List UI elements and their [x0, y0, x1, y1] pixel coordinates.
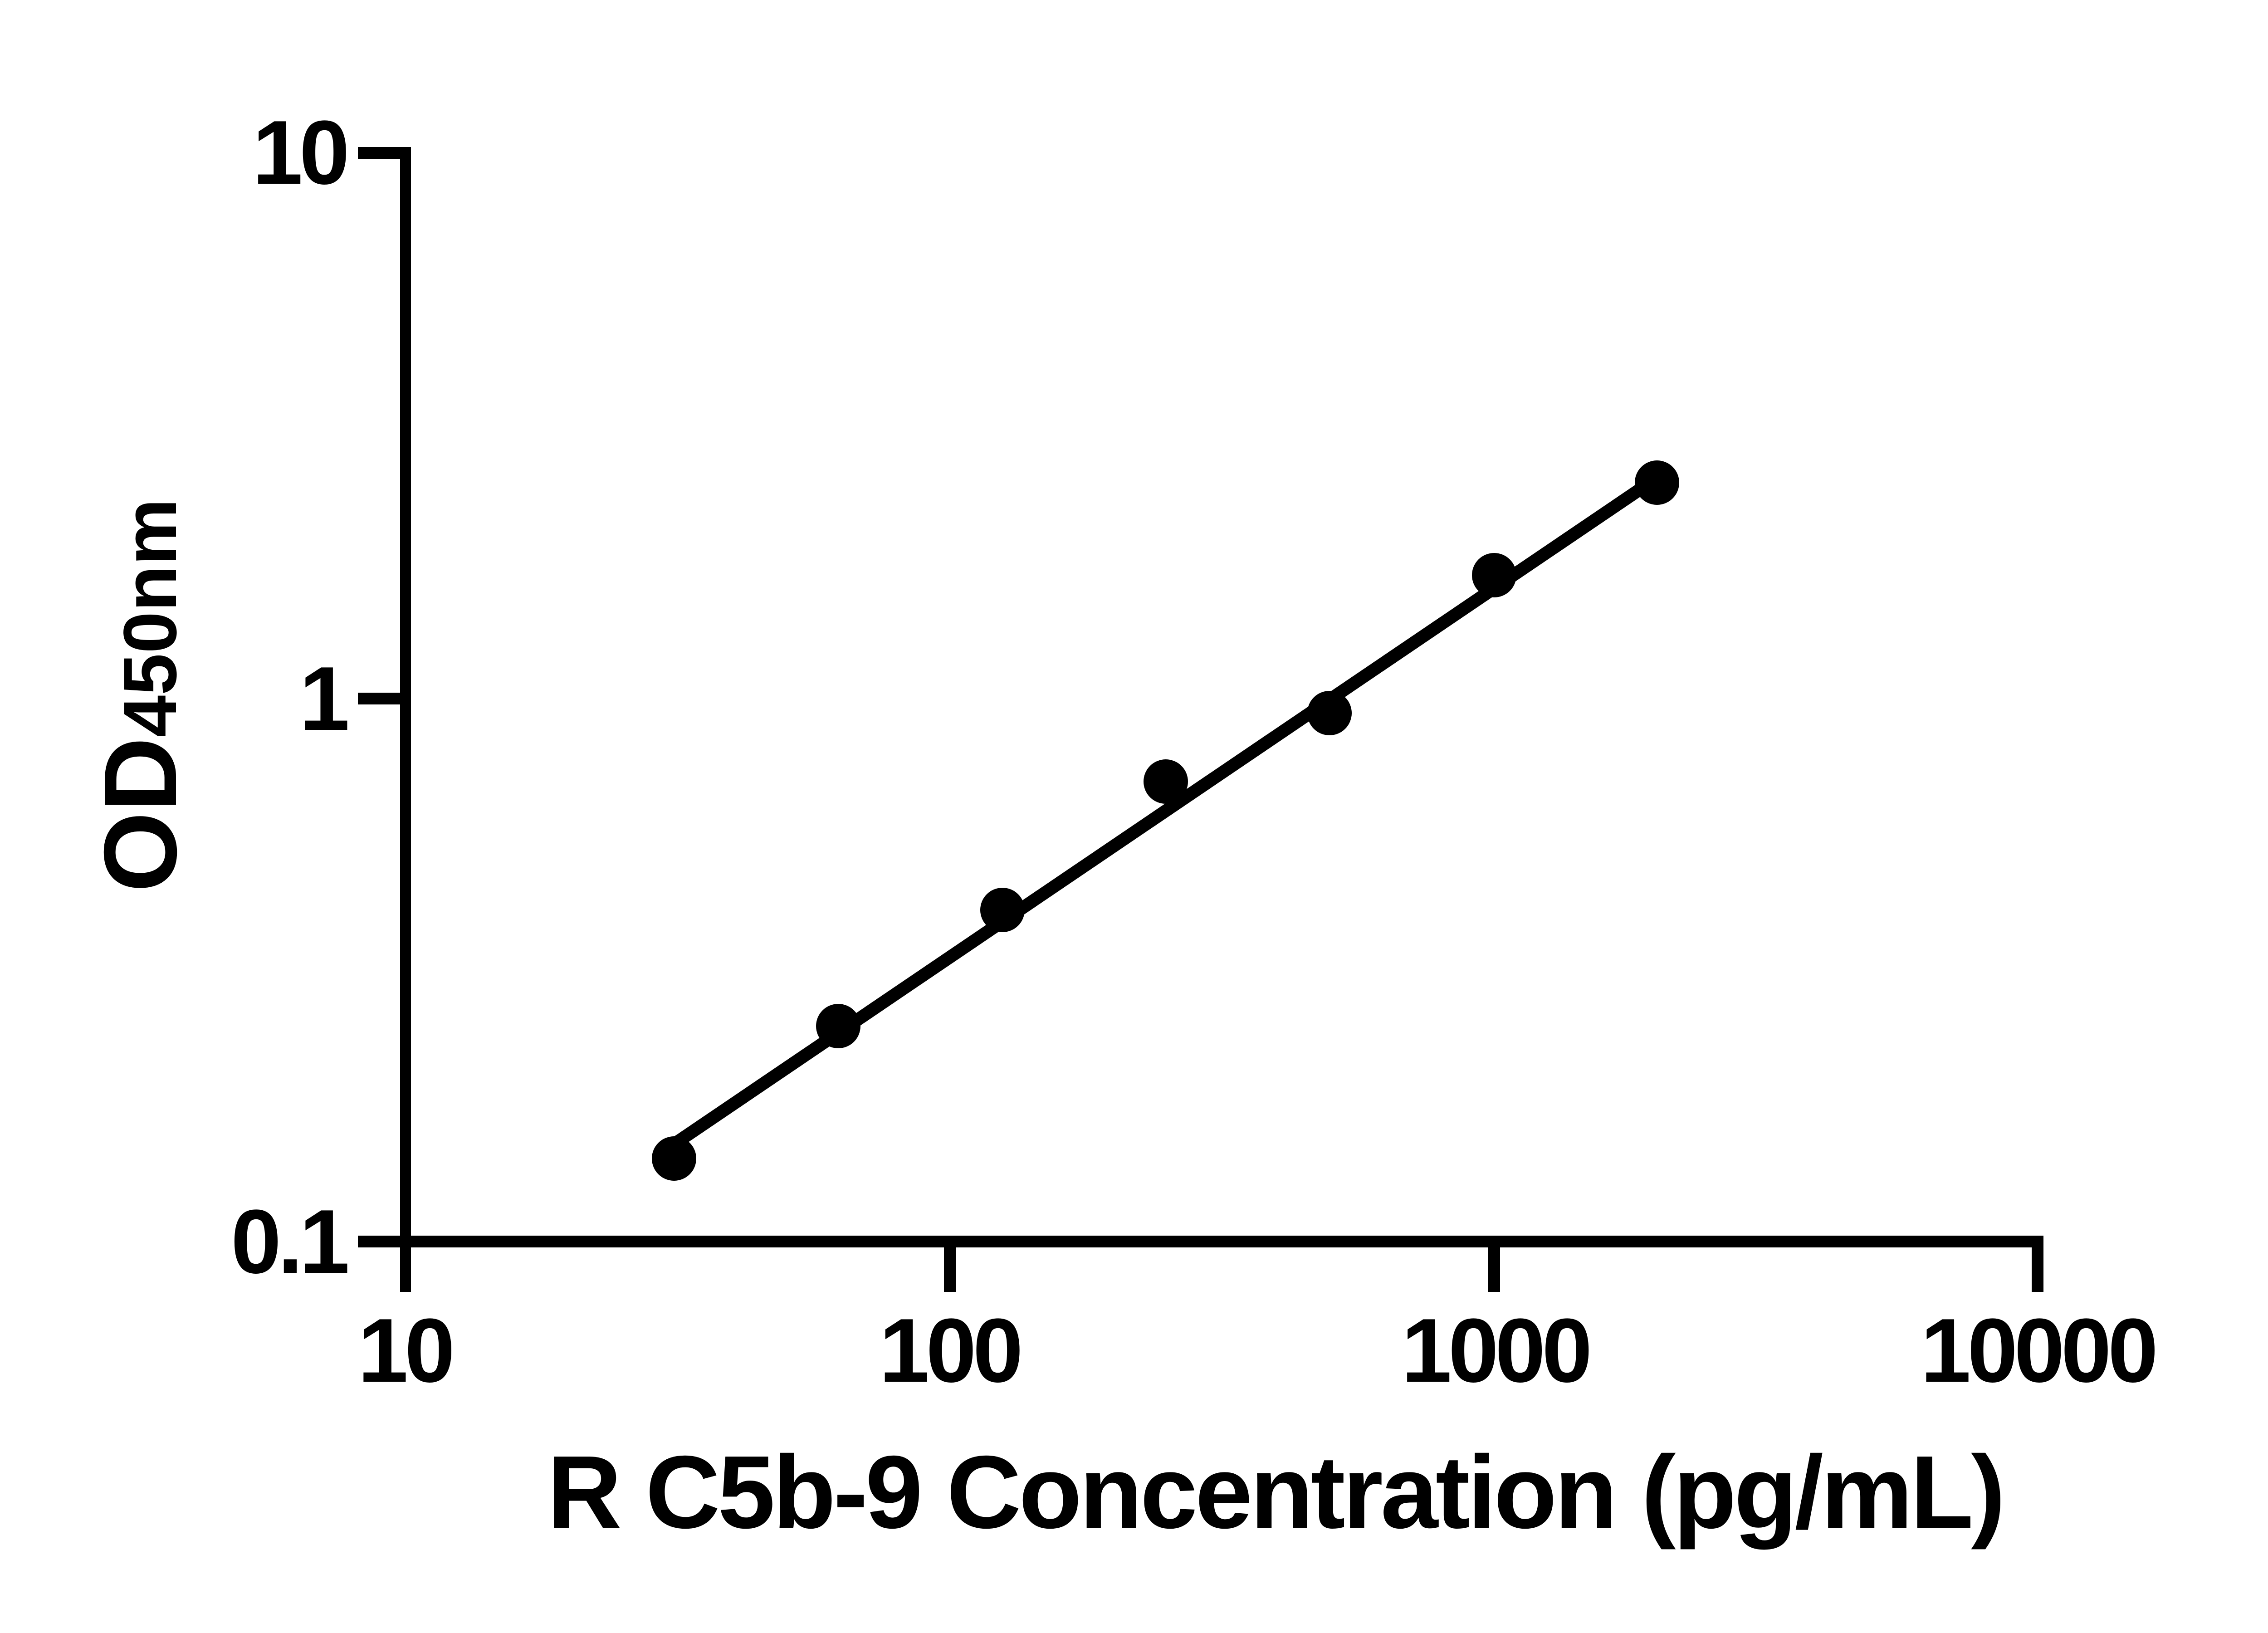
svg-text:1000: 1000 — [1402, 1300, 1589, 1401]
svg-text:100: 100 — [879, 1300, 1020, 1401]
svg-text:10000: 10000 — [1921, 1300, 2155, 1401]
svg-text:1: 1 — [299, 648, 347, 749]
svg-text:R C5b-9 Concentration (pg/mL): R C5b-9 Concentration (pg/mL) — [547, 1435, 2003, 1550]
svg-text:0.1: 0.1 — [231, 1191, 347, 1292]
svg-text:10: 10 — [253, 102, 347, 203]
svg-text:10: 10 — [358, 1300, 452, 1401]
